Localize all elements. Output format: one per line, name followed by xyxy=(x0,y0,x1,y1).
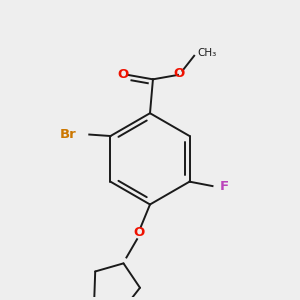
Text: O: O xyxy=(173,67,185,80)
Text: O: O xyxy=(117,68,128,81)
Text: Br: Br xyxy=(60,128,76,141)
Text: CH₃: CH₃ xyxy=(197,48,216,58)
Text: F: F xyxy=(220,180,229,193)
Text: O: O xyxy=(134,226,145,239)
